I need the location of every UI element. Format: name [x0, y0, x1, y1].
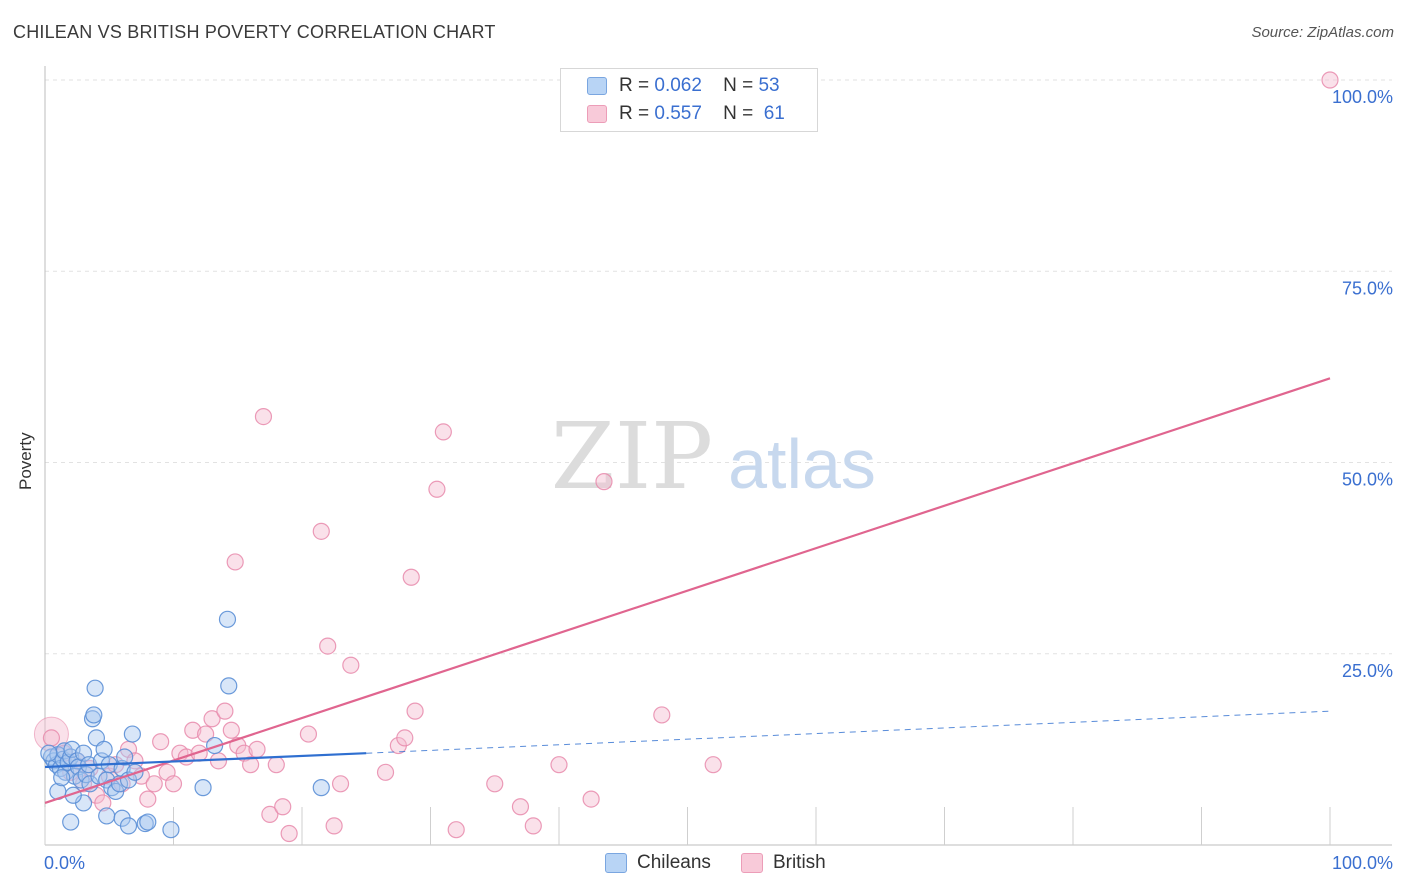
british-point	[550, 756, 568, 774]
legend-r-label: R =	[619, 75, 650, 96]
y-tick-label: 25.0%	[1342, 661, 1393, 681]
british-point	[274, 798, 292, 816]
british-point	[139, 790, 157, 808]
british-point	[396, 729, 414, 747]
chilean-point	[62, 813, 80, 831]
british-point	[376, 763, 395, 781]
legend-swatch-chileans	[587, 77, 607, 95]
british-point	[511, 798, 530, 816]
chilean-point	[194, 779, 212, 797]
chilean-point	[220, 677, 238, 695]
chilean-point	[53, 769, 71, 787]
british-point	[222, 721, 240, 739]
chilean-point	[116, 748, 134, 766]
british-point	[145, 775, 163, 793]
chilean-point	[312, 779, 330, 797]
legend-n-label: N =	[723, 103, 754, 124]
british-point	[319, 637, 337, 655]
british-point	[94, 794, 112, 812]
legend-swatch-chileans	[605, 853, 627, 873]
tick-labels: 25.0% 50.0% 75.0% 100.0% 0.0% 100.0%	[44, 87, 1393, 873]
british-point	[33, 716, 69, 752]
british-point	[226, 553, 244, 571]
british-point	[524, 817, 542, 835]
legend-swatch-british	[587, 105, 607, 123]
british-point	[242, 756, 260, 774]
chilean-point	[123, 725, 141, 743]
british-point	[342, 656, 360, 674]
y-tick-label: 75.0%	[1342, 278, 1393, 298]
british-point	[280, 824, 298, 843]
x-tick-label: 0.0%	[44, 853, 85, 873]
chilean-point	[119, 817, 138, 835]
legend-r-label: R =	[619, 103, 650, 124]
legend-n-label: N =	[723, 75, 754, 96]
british-point	[197, 725, 215, 743]
british-point	[164, 775, 183, 793]
british-point	[261, 805, 279, 824]
y-tick-label: 100.0%	[1332, 87, 1393, 107]
british-point	[299, 725, 318, 743]
legend-item-british[interactable]: British	[740, 852, 826, 874]
series-legend: Chileans British	[605, 852, 856, 874]
legend-n-value: 53	[758, 75, 780, 96]
chilean-point	[218, 610, 237, 628]
chilean-point	[162, 821, 180, 839]
trend-lines	[44, 377, 1331, 804]
british-point	[216, 702, 234, 720]
british-point	[653, 706, 671, 724]
legend-r-value: 0.062	[654, 75, 702, 96]
legend-swatch-british	[740, 853, 763, 873]
chilean-point	[77, 766, 95, 784]
legend-r-value: 0.557	[654, 103, 702, 124]
watermark-zip: ZIP	[551, 403, 713, 510]
legend-row-british: R = 0.557 N = 61	[587, 101, 785, 127]
chart-source: Source: ZipAtlas.com	[1251, 24, 1394, 41]
british-point	[704, 756, 722, 774]
chart-title: CHILEAN VS BRITISH POVERTY CORRELATION C…	[13, 22, 496, 42]
british-point	[582, 790, 600, 808]
british-point	[402, 568, 420, 586]
british-point	[595, 473, 613, 491]
british-point	[325, 817, 343, 835]
british-point	[447, 821, 465, 839]
y-tick-label: 50.0%	[1342, 470, 1393, 490]
british-point	[1321, 71, 1339, 89]
british-point	[331, 775, 350, 793]
british-point	[184, 721, 202, 739]
british-point	[152, 733, 170, 751]
british-point	[248, 740, 266, 758]
chilean-point	[139, 813, 157, 831]
british-point	[267, 756, 285, 774]
british-point	[428, 480, 446, 498]
british-point	[406, 702, 424, 720]
british-point	[486, 775, 504, 793]
chilean-point	[85, 706, 103, 724]
legend-row-chileans: R = 0.062 N = 53	[587, 73, 780, 99]
chilean-point	[86, 679, 104, 697]
axes	[44, 66, 1392, 846]
legend-item-chileans[interactable]: Chileans	[605, 852, 711, 874]
british-point	[312, 522, 330, 540]
british-point	[434, 423, 452, 441]
chilean-trend-extension	[366, 710, 1331, 754]
watermark: ZIP atlas	[551, 403, 876, 510]
legend-label-british: British	[772, 852, 826, 873]
british-point	[254, 408, 273, 426]
watermark-atlas: atlas	[728, 425, 876, 503]
stats-legend: R = 0.062 N = 53 R = 0.557 N = 61	[560, 68, 818, 132]
british-point	[203, 710, 221, 728]
chilean-point	[95, 740, 113, 758]
legend-n-value: 61	[763, 103, 785, 124]
chilean-point	[40, 744, 58, 762]
british-trend-line	[44, 377, 1331, 804]
grid-lines	[45, 79, 1392, 655]
legend-label-chileans: Chileans	[637, 852, 711, 873]
chilean-trend-line	[44, 752, 367, 769]
chilean-point	[98, 807, 116, 825]
chilean-point	[206, 736, 224, 755]
british-point	[42, 729, 61, 747]
x-tick-label: 100.0%	[1332, 853, 1393, 873]
